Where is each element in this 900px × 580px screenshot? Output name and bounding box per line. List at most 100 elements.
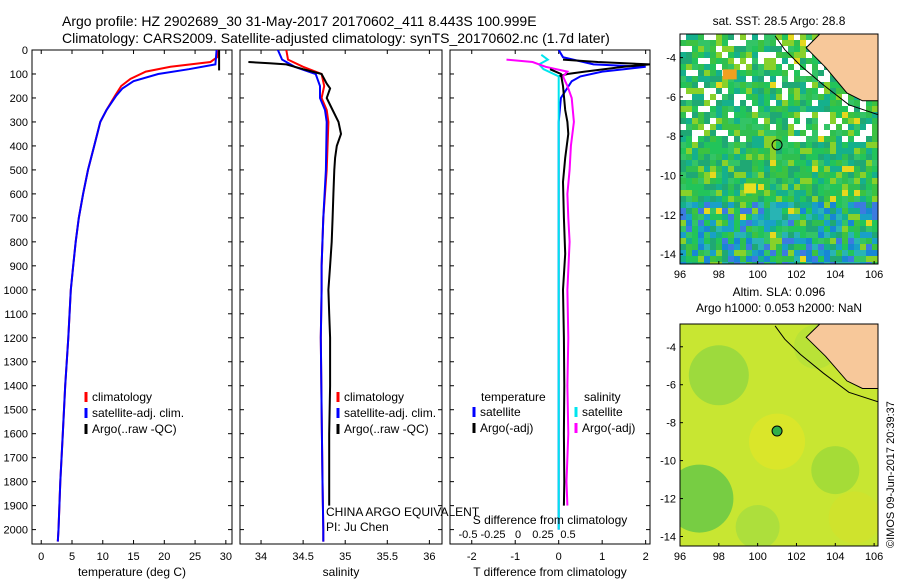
sst-cell: [746, 178, 752, 184]
sst-cell: [698, 196, 704, 202]
x-tick-label: 100: [748, 551, 766, 563]
sst-cell: [686, 142, 692, 148]
sst-cell: [788, 220, 794, 226]
sst-cell: [872, 142, 878, 148]
sst-cell: [686, 64, 692, 70]
sst-cell: [818, 196, 824, 202]
sst-cell: [758, 208, 764, 214]
sst-cell: [704, 172, 710, 178]
sst-cell: [722, 214, 728, 220]
sst-cell: [680, 202, 686, 208]
sst-cell: [698, 244, 704, 250]
sst-cell: [740, 142, 746, 148]
sla-blob: [735, 505, 780, 546]
sst-cell: [728, 64, 734, 70]
sst-cell: [680, 40, 686, 46]
sst-cell: [692, 100, 698, 106]
sst-cell: [758, 160, 764, 166]
sst-cell: [716, 58, 722, 64]
sst-cell: [740, 130, 746, 136]
sst-cell: [680, 148, 686, 154]
sst-cell: [794, 238, 800, 244]
sst-cell: [776, 220, 782, 226]
sst-cell: [806, 58, 812, 64]
sst-cell: [830, 262, 836, 264]
sst-cell: [788, 232, 794, 238]
sst-cell: [752, 238, 758, 244]
sst-cell: [860, 256, 866, 262]
sst-cell: [758, 256, 764, 262]
salinity-profile-panel: 34 34.5 35 35.5 36 salinity: [239, 49, 443, 579]
sst-cell: [830, 244, 836, 250]
sst-cell: [848, 112, 854, 118]
sst-cell: [746, 40, 752, 46]
sst-cell: [848, 100, 854, 106]
sst-cell: [824, 178, 830, 184]
sst-cell: [848, 136, 854, 142]
sst-cell: [722, 220, 728, 226]
sst-cell: [770, 232, 776, 238]
sst-cell: [842, 244, 848, 250]
sst-cell: [746, 142, 752, 148]
sst-cell: [842, 166, 848, 172]
sst-cell: [842, 112, 848, 118]
sst-cell: [734, 232, 740, 238]
sst-cell: [692, 58, 698, 64]
sst-cell: [716, 52, 722, 58]
sst-cell: [704, 76, 710, 82]
sst-cell: [752, 172, 758, 178]
sst-cell: [800, 214, 806, 220]
series-line-argo-raw-qc-: [248, 61, 343, 506]
sst-cell: [830, 178, 836, 184]
series-line-salinity-satellite: [537, 53, 560, 530]
sst-cell: [692, 160, 698, 166]
sst-cell: [752, 136, 758, 142]
sst-cell: [692, 82, 698, 88]
sst-cell: [860, 238, 866, 244]
sst-cell: [812, 214, 818, 220]
sst-cell: [728, 256, 734, 262]
sst-cell: [818, 166, 824, 172]
y-tick-label: -6: [666, 92, 676, 104]
sst-cell: [710, 202, 716, 208]
sst-cell: [686, 262, 692, 264]
sst-cell: [710, 106, 716, 112]
sst-cell: [734, 52, 740, 58]
y-tick-label: -8: [666, 418, 676, 430]
sst-cell: [710, 166, 716, 172]
sst-cell: [692, 214, 698, 220]
sst-cell: [692, 244, 698, 250]
sst-cell: [686, 172, 692, 178]
sst-cell: [842, 190, 848, 196]
sst-cell: [848, 238, 854, 244]
sst-cell: [818, 250, 824, 256]
sst-cell: [818, 262, 824, 264]
sst-cell: [740, 214, 746, 220]
sst-cell: [680, 208, 686, 214]
x-tick-label: 36: [423, 551, 435, 563]
sst-cell: [836, 160, 842, 166]
sst-cell: [860, 184, 866, 190]
sst-cell: [806, 238, 812, 244]
sst-cell: [818, 238, 824, 244]
sst-cell: [776, 226, 782, 232]
sst-cell: [788, 52, 794, 58]
sst-cell: [830, 118, 836, 124]
sst-cell: [836, 172, 842, 178]
sst-cell: [698, 124, 704, 130]
sst-cell: [830, 148, 836, 154]
sst-cell: [794, 184, 800, 190]
sst-cell: [746, 244, 752, 250]
sst-cell: [728, 238, 734, 244]
sst-cell: [794, 76, 800, 82]
sst-cell: [764, 46, 770, 52]
sst-cell: [776, 232, 782, 238]
sst-cell: [872, 130, 878, 136]
series-line-temperature-argo-adj-: [558, 58, 650, 78]
sst-cell: [758, 112, 764, 118]
sst-cell: [686, 100, 692, 106]
sst-cell: [782, 184, 788, 190]
sst-cell: [758, 46, 764, 52]
sst-cell: [800, 256, 806, 262]
sst-cell: [740, 202, 746, 208]
